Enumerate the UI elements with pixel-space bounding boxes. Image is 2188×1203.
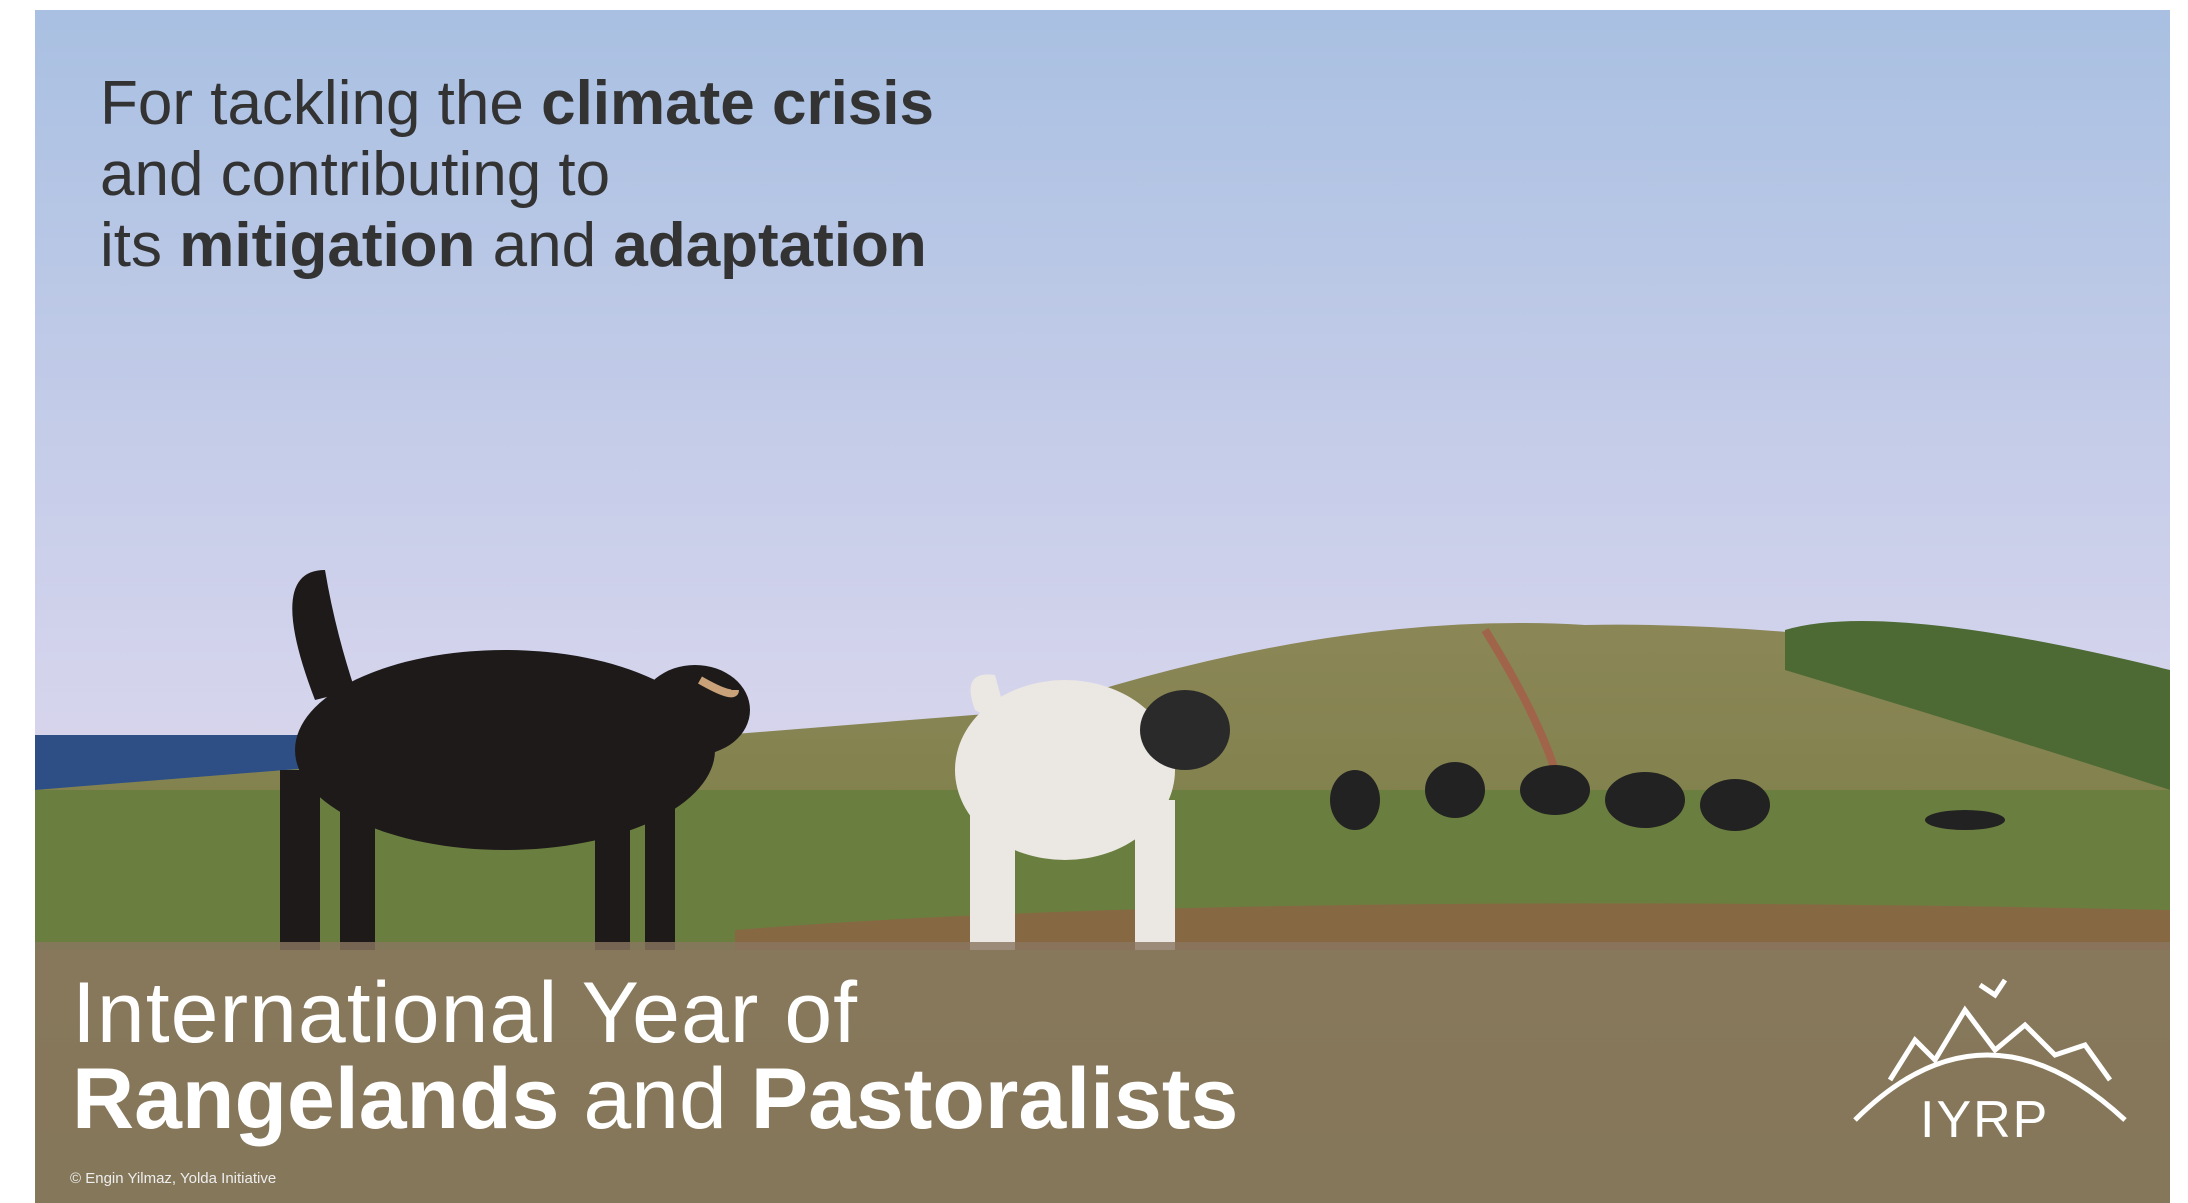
text-line: International Year of [72, 970, 1238, 1056]
bold-text: mitigation [179, 211, 475, 280]
text: and [559, 1051, 750, 1147]
text: its [100, 211, 179, 280]
goat-head [1140, 690, 1230, 770]
bold-text: Rangelands [72, 1051, 559, 1147]
text: For tackling the [100, 69, 541, 138]
bold-text: climate crisis [541, 69, 934, 138]
text-line: and contributing to [100, 139, 934, 210]
photo-credit: © Engin Yilmaz, Yolda Initiative [70, 1170, 276, 1187]
text: and [475, 211, 613, 280]
logo-label: IYRP [1920, 1090, 2049, 1150]
bold-text: adaptation [613, 211, 926, 280]
text-line: For tackling the climate crisis [100, 68, 934, 139]
page: For tackling the climate crisisand contr… [0, 0, 2188, 1203]
text: and contributing to [100, 140, 610, 209]
text-line: Rangelands and Pastoralists [72, 1056, 1238, 1142]
text-line: its mitigation and adaptation [100, 210, 934, 281]
text: International Year of [72, 965, 858, 1061]
bold-text: Pastoralists [751, 1051, 1239, 1147]
